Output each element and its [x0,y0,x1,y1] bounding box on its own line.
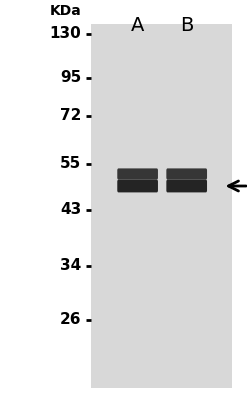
Text: 72: 72 [60,108,81,124]
Text: 55: 55 [60,156,81,172]
Text: 95: 95 [60,70,81,86]
Text: 43: 43 [60,202,81,218]
Text: B: B [180,16,193,35]
Text: A: A [131,16,144,35]
Text: 34: 34 [60,258,81,274]
FancyBboxPatch shape [117,168,158,180]
FancyBboxPatch shape [166,168,207,180]
Text: 130: 130 [50,26,81,42]
FancyBboxPatch shape [166,180,207,192]
Text: KDa: KDa [50,4,81,18]
Text: 26: 26 [60,312,81,328]
FancyBboxPatch shape [91,24,232,388]
FancyBboxPatch shape [117,180,158,192]
